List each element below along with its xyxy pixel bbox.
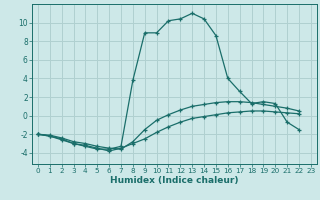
X-axis label: Humidex (Indice chaleur): Humidex (Indice chaleur) xyxy=(110,176,239,185)
